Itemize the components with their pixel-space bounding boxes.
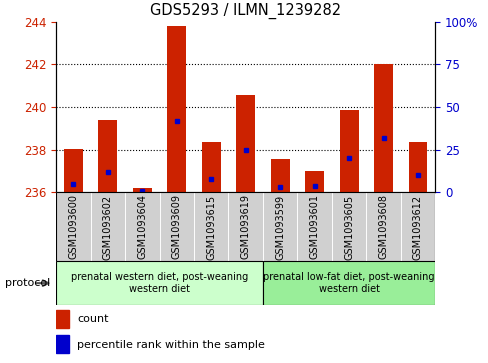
FancyBboxPatch shape xyxy=(297,192,331,261)
Bar xyxy=(407,142,427,192)
FancyBboxPatch shape xyxy=(56,261,263,305)
Text: GSM1093609: GSM1093609 xyxy=(171,195,182,260)
FancyBboxPatch shape xyxy=(400,192,434,261)
Text: GSM1093605: GSM1093605 xyxy=(344,195,353,260)
FancyBboxPatch shape xyxy=(194,192,228,261)
Text: GSM1093608: GSM1093608 xyxy=(378,195,388,260)
FancyBboxPatch shape xyxy=(263,261,434,305)
Bar xyxy=(236,95,255,192)
Text: percentile rank within the sample: percentile rank within the sample xyxy=(77,339,264,350)
FancyBboxPatch shape xyxy=(56,192,90,261)
Text: GSM1093612: GSM1093612 xyxy=(412,195,422,260)
Text: GSM1093599: GSM1093599 xyxy=(275,195,285,260)
Text: GSM1093615: GSM1093615 xyxy=(206,195,216,260)
Text: count: count xyxy=(77,314,108,324)
Text: protocol: protocol xyxy=(5,278,50,288)
FancyBboxPatch shape xyxy=(125,192,159,261)
FancyBboxPatch shape xyxy=(263,192,297,261)
Bar xyxy=(202,142,220,192)
Bar xyxy=(133,188,152,192)
Bar xyxy=(167,26,186,192)
FancyBboxPatch shape xyxy=(366,192,400,261)
Text: prenatal western diet, post-weaning
western diet: prenatal western diet, post-weaning west… xyxy=(71,272,248,294)
FancyBboxPatch shape xyxy=(331,192,366,261)
FancyBboxPatch shape xyxy=(90,192,125,261)
Bar xyxy=(98,120,117,192)
Bar xyxy=(56,335,69,353)
Text: GSM1093604: GSM1093604 xyxy=(137,195,147,260)
Bar xyxy=(270,159,289,192)
Bar xyxy=(64,149,83,192)
Bar xyxy=(305,171,324,192)
Text: prenatal low-fat diet, post-weaning
western diet: prenatal low-fat diet, post-weaning west… xyxy=(263,272,434,294)
Text: GSM1093600: GSM1093600 xyxy=(68,195,78,260)
FancyBboxPatch shape xyxy=(228,192,263,261)
Title: GDS5293 / ILMN_1239282: GDS5293 / ILMN_1239282 xyxy=(150,3,341,19)
Text: GSM1093602: GSM1093602 xyxy=(102,195,113,260)
Bar xyxy=(56,310,69,328)
FancyBboxPatch shape xyxy=(159,192,194,261)
Bar xyxy=(373,65,392,192)
Text: GSM1093601: GSM1093601 xyxy=(309,195,319,260)
Bar xyxy=(339,110,358,192)
Text: GSM1093619: GSM1093619 xyxy=(240,195,250,260)
